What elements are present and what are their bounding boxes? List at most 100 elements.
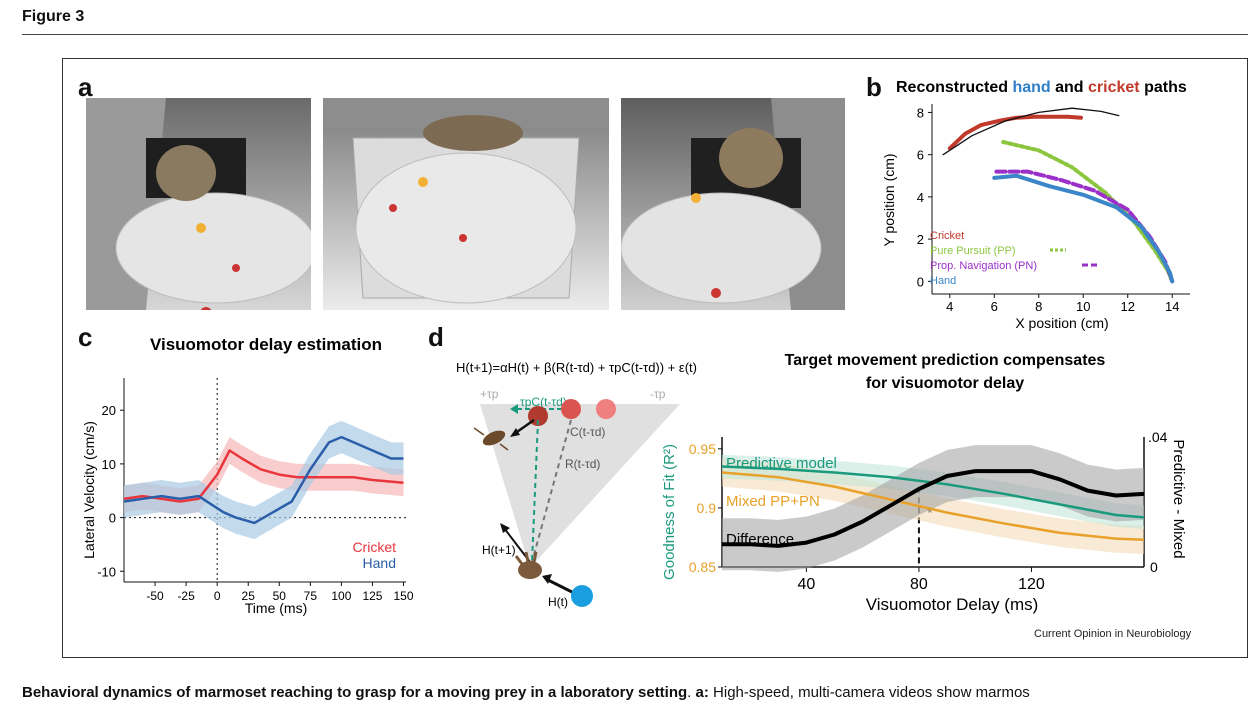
chart-b-legend-pure-pursuit: Pure Pursuit (PP) (930, 245, 1016, 257)
camera-photo-2-illustration (323, 98, 609, 310)
h-next-arrowhead (500, 523, 510, 533)
caption-label: a: (695, 684, 709, 701)
chart-b-title-part-5: paths (1140, 79, 1187, 96)
chart-c-ylabel: Lateral Velocity (cm/s) (81, 421, 97, 559)
chart-b-title-part-3: and (1051, 79, 1088, 96)
caption-text: High-speed, multi-camera videos show mar… (708, 684, 1030, 701)
chart-b-title-part-hand: hand (1012, 79, 1050, 96)
prediction-cone (480, 404, 680, 568)
chart-b-y-tick-label: 6 (917, 148, 924, 163)
camera-photo-3-illustration (621, 98, 845, 310)
chart-c-band-hand (124, 420, 404, 540)
chart-d-y-tick-label-left: 0.85 (689, 559, 716, 575)
figure-title: Figure 3 (22, 8, 85, 25)
chart-d-ylabel-left: Goodness of Fit (R²) (661, 444, 678, 580)
chart-b-y-tick-label: 2 (917, 232, 924, 247)
chart-d-x-tick-label: 40 (798, 576, 816, 593)
cricket-icon (473, 427, 509, 451)
chart-b-title: Reconstructed hand and cricket paths (896, 79, 1187, 96)
chart-d-y-tick-label-right: .04 (1148, 429, 1168, 445)
panel-letter-d: d (428, 322, 444, 352)
chart-c-legend-hand: Hand (363, 555, 396, 571)
chart-d-series-mixed (721, 471, 1145, 542)
chart-c-y-tick-label: 10 (102, 457, 116, 472)
chart-c-y-tick-label: -10 (97, 564, 116, 579)
chart-d-y-tick-label-left: 0.95 (689, 441, 716, 457)
chart-d-xlabel: Visuomotor Delay (ms) (866, 595, 1039, 614)
camera-photo-1 (86, 98, 311, 310)
h-t-label: H(t) (548, 595, 568, 609)
chart-d-y-tick-label-right: 0 (1150, 559, 1158, 575)
chart-c-y-tick-label: 20 (102, 403, 116, 418)
panel-letter-c: c (78, 322, 93, 352)
chart-d-legend-predictive: Predictive model (726, 455, 837, 472)
camera-photo-2 (323, 98, 609, 310)
chart-b-x-tick-label: 8 (1035, 299, 1042, 314)
chart-c-series-hand (123, 435, 404, 525)
chart-b-x-tick-label: 14 (1165, 299, 1179, 314)
cricket-position-past (596, 399, 616, 419)
chart-d-series-predictive (721, 465, 1145, 519)
chart-c-x-tick-label: -50 (146, 589, 164, 603)
panel-letter-b: b (866, 72, 882, 102)
chart-b-x-tick-label: 4 (946, 299, 953, 314)
chart-c-x-tick-label: 0 (214, 589, 221, 603)
chart-b-y-tick-label: 0 (917, 274, 924, 289)
chart-b-legend-hand: Hand (930, 275, 956, 287)
chart-b-y-tick-label: 4 (917, 190, 924, 205)
chart-b-series-reference-arc (942, 107, 1120, 156)
chart-d-ylabel-right: Predictive - Mixed (1170, 439, 1187, 558)
header-rule (22, 34, 1248, 35)
chart-hand-cricket-paths: Reconstructed hand and cricket paths 4 6 8… (881, 79, 1190, 331)
chart-d-title-line-2: for visuomotor delay (866, 375, 1024, 392)
chart-b-title-part-1: Reconstructed (896, 79, 1012, 96)
chart-c-y-tick-label: 0 (109, 511, 116, 526)
model-equation: H(t+1)=αH(t) + β(R(t-τd) + τpC(t-τd)) + … (456, 360, 697, 375)
chart-c-xlabel: Time (ms) (245, 600, 307, 616)
chart-c-x-tick-label: 150 (393, 589, 413, 603)
h-t-arrow (547, 578, 577, 596)
cricket-position-current (561, 399, 581, 419)
predicted-reach-line (531, 419, 539, 563)
chart-c-x-tick-label: 50 (273, 589, 287, 603)
chart-d-y-tick-label-left: 0.9 (697, 500, 717, 516)
chart-d-title-line-1: Target movement prediction compensates (785, 352, 1106, 369)
figure-caption: Behavioral dynamics of marmoset reaching… (22, 684, 1030, 701)
chart-c-legend-cricket: Cricket (352, 539, 396, 555)
panel-letter-a: a (78, 72, 93, 102)
hand-icon (514, 551, 542, 579)
minus-tau-label: -τp (650, 387, 666, 401)
chart-b-series-hand (992, 173, 1175, 284)
c-vector-label: C(t-τd) (570, 425, 605, 439)
camera-photo-1-illustration (86, 98, 311, 310)
chart-b-ylabel: Y position (cm) (881, 153, 897, 246)
chart-c-title: Visuomotor delay estimation (150, 335, 382, 354)
chart-target-movement-prediction: Target movement prediction compensates f… (661, 352, 1187, 614)
chart-b-x-tick-label: 10 (1076, 299, 1090, 314)
credit-line: Current Opinion in Neurobiology (1034, 628, 1192, 640)
chart-c-x-tick-label: 125 (362, 589, 382, 603)
taup-c-label: τpC(t-τd) (520, 395, 567, 409)
h-next-label: H(t+1) (482, 543, 516, 557)
prediction-model-schematic: H(t+1)=αH(t) + β(R(t-τd) + τpC(t-τd)) + … (456, 360, 697, 609)
chart-b-x-tick-label: 12 (1120, 299, 1134, 314)
chart-c-series-cricket (123, 449, 404, 503)
caption-sep: . (687, 684, 696, 701)
r-vector-line (531, 419, 572, 563)
chart-visuomotor-delay-estimation: Visuomotor delay estimation -50 -25 0 25 50 7… (81, 335, 414, 616)
cricket-motion-arrowhead (510, 428, 520, 437)
chart-d-band-difference (722, 445, 1144, 572)
camera-photo-3 (621, 98, 845, 310)
chart-b-x-tick-label: 6 (991, 299, 998, 314)
h-t-arrowhead (542, 574, 552, 584)
chart-d-legend-mixed: Mixed PP+PN (726, 493, 820, 510)
chart-b-legend-cricket: Cricket (930, 230, 964, 242)
chart-b-y-tick-label: 8 (917, 105, 924, 120)
r-vector-label: R(t-τd) (565, 457, 600, 471)
chart-c-x-tick-label: 75 (304, 589, 318, 603)
chart-c-x-tick-label: 25 (242, 589, 256, 603)
caption-bold: Behavioral dynamics of marmoset reaching… (22, 684, 688, 701)
chart-d-x-tick-label: 120 (1018, 576, 1045, 593)
chart-d-series-difference (722, 469, 1145, 548)
chart-d-x-tick-label: 80 (910, 576, 928, 593)
